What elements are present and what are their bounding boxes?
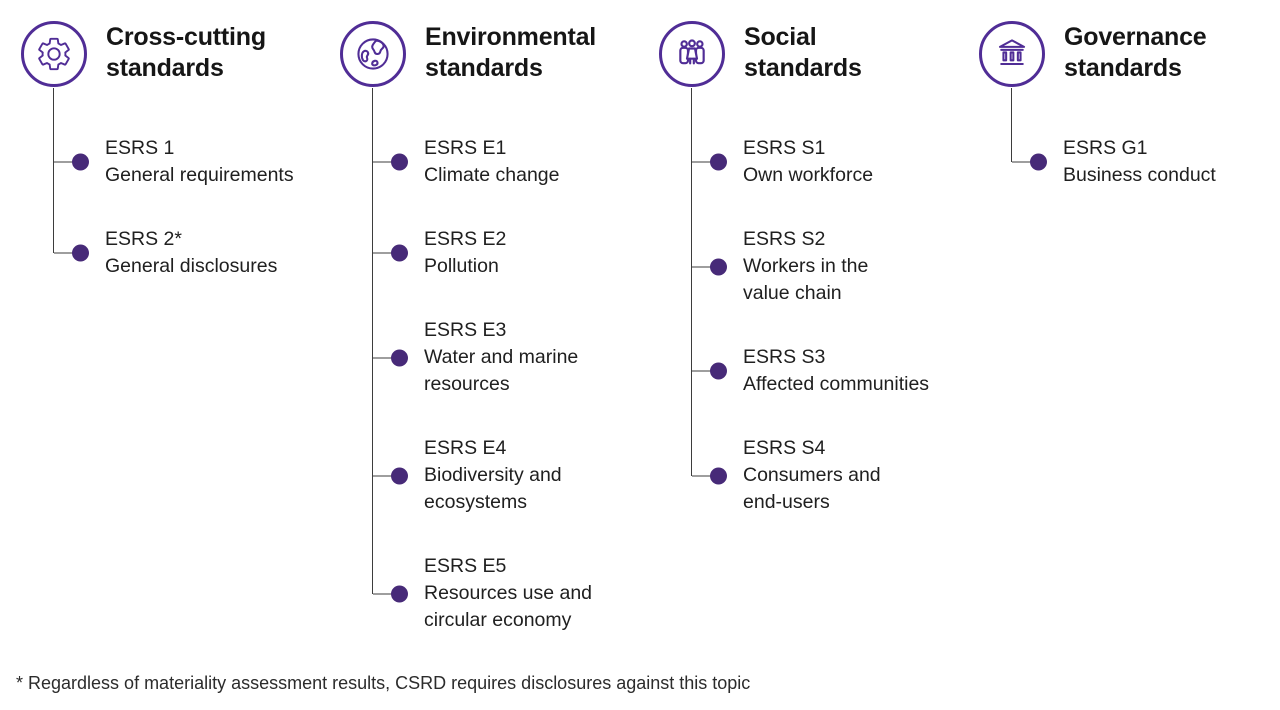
list-item: ESRS E3 Water and marine resources	[373, 317, 644, 398]
column-header: Environmental standards	[340, 21, 640, 87]
connector-vertical-line	[372, 88, 373, 594]
standard-code: ESRS S1	[743, 137, 826, 159]
bullet-dot	[391, 349, 408, 366]
people-group-icon	[659, 21, 725, 87]
standards-list: ESRS 1 General requirements ESRS 2* Gene…	[54, 135, 325, 317]
standard-label: Biodiversity and ecosystems	[424, 464, 562, 513]
list-item: ESRS S1 Own workforce	[692, 135, 963, 189]
standard-label: Resources use and circular economy	[424, 582, 593, 631]
standard-code: ESRS S2	[743, 228, 826, 250]
standard-label: Own workforce	[743, 164, 874, 186]
connector-vertical-line	[691, 88, 692, 476]
connector-horizontal-line	[373, 252, 400, 254]
list-item: ESRS S3 Affected communities	[692, 344, 963, 398]
standard-code: ESRS 1	[105, 137, 175, 159]
connector-horizontal-line	[692, 370, 719, 372]
standard-code: ESRS E2	[424, 228, 507, 250]
connector-vertical-line	[53, 88, 54, 253]
bullet-dot	[391, 585, 408, 602]
standards-list: ESRS E1 Climate change ESRS E2 Pollution…	[373, 135, 644, 671]
column-environmental: Environmental standards ESRS E1 Climate …	[340, 21, 640, 631]
list-item: ESRS E5 Resources use and circular econo…	[373, 553, 644, 634]
standard-code: ESRS E1	[424, 137, 507, 159]
standard-code: ESRS E4	[424, 437, 507, 459]
column-header: Social standards	[659, 21, 959, 87]
standard-label: Business conduct	[1063, 164, 1216, 186]
list-item: ESRS E1 Climate change	[373, 135, 644, 189]
footnote: * Regardless of materiality assessment r…	[16, 673, 751, 693]
bullet-dot	[1030, 153, 1047, 171]
column-header: Cross-cutting standards	[21, 21, 321, 87]
connector-horizontal-line	[54, 252, 81, 254]
connector-horizontal-line	[54, 161, 81, 163]
list-item: ESRS 2* General disclosures	[54, 226, 325, 280]
connector-horizontal-line	[373, 161, 400, 163]
connector-horizontal-line	[692, 161, 719, 163]
bullet-dot	[710, 153, 727, 171]
column-title: Environmental standards	[425, 23, 597, 82]
standard-label: Water and marine resources	[424, 346, 579, 395]
gear-icon	[21, 21, 87, 87]
column-header: Governance standards	[979, 21, 1279, 87]
column-social: Social standards ESRS S1 Own workforce E…	[659, 21, 959, 513]
standard-code: ESRS G1	[1063, 137, 1148, 159]
standard-label: Consumers and end-users	[743, 464, 881, 513]
list-item: ESRS E2 Pollution	[373, 226, 644, 280]
standard-label: Pollution	[424, 255, 499, 277]
bullet-dot	[72, 153, 89, 171]
column-governance: Governance standards ESRS G1 Business co…	[979, 21, 1279, 186]
list-item: ESRS G1 Business conduct	[1012, 135, 1280, 189]
list-item: ESRS S2 Workers in the value chain	[692, 226, 963, 307]
connector-horizontal-line	[692, 266, 719, 267]
bank-icon	[979, 21, 1045, 87]
standard-code: ESRS 2*	[105, 228, 182, 250]
standard-code: ESRS S4	[743, 437, 826, 459]
connector-horizontal-line	[692, 475, 719, 476]
column-title: Social standards	[744, 23, 862, 82]
bullet-dot	[391, 244, 408, 262]
connector-horizontal-line	[373, 357, 400, 358]
connector-vertical-line	[1011, 88, 1012, 162]
standard-label: General requirements	[105, 164, 294, 186]
connector-horizontal-line	[373, 475, 400, 476]
bullet-dot	[710, 258, 727, 275]
bullet-dot	[72, 244, 89, 262]
standard-code: ESRS E5	[424, 555, 507, 577]
standard-code: ESRS S3	[743, 346, 826, 368]
list-item: ESRS 1 General requirements	[54, 135, 325, 189]
globe-icon	[340, 21, 406, 87]
bullet-dot	[391, 467, 408, 484]
list-item: ESRS E4 Biodiversity and ecosystems	[373, 435, 644, 516]
standard-label: General disclosures	[105, 255, 278, 277]
bullet-dot	[710, 467, 727, 484]
list-item: ESRS S4 Consumers and end-users	[692, 435, 963, 516]
bullet-dot	[710, 362, 727, 380]
column-title: Cross-cutting standards	[106, 23, 266, 82]
standards-list: ESRS S1 Own workforce ESRS S2 Workers in…	[692, 135, 963, 553]
standard-label: Workers in the value chain	[743, 255, 869, 304]
standard-code: ESRS E3	[424, 319, 507, 341]
column-title: Governance standards	[1064, 23, 1207, 82]
bullet-dot	[391, 153, 408, 171]
standard-label: Climate change	[424, 164, 560, 186]
connector-horizontal-line	[1012, 161, 1039, 163]
column-cross-cutting: Cross-cutting standards ESRS 1 General r…	[21, 21, 321, 277]
standard-label: Affected communities	[743, 373, 930, 395]
connector-horizontal-line	[373, 593, 400, 594]
standards-list: ESRS G1 Business conduct	[1012, 135, 1280, 226]
